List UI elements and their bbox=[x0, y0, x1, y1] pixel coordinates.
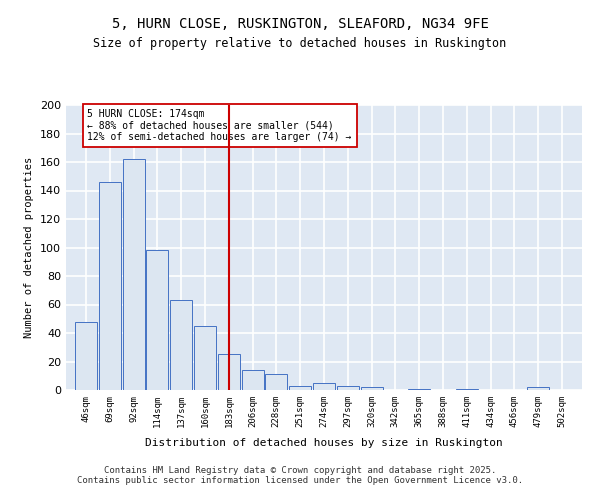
Bar bbox=[337, 386, 359, 390]
Bar bbox=[100, 182, 121, 390]
Bar bbox=[76, 322, 97, 390]
Bar bbox=[170, 300, 192, 390]
Y-axis label: Number of detached properties: Number of detached properties bbox=[25, 157, 34, 338]
Bar bbox=[313, 383, 335, 390]
Bar bbox=[218, 354, 240, 390]
Text: Distribution of detached houses by size in Ruskington: Distribution of detached houses by size … bbox=[145, 438, 503, 448]
Bar bbox=[265, 374, 287, 390]
Bar bbox=[242, 370, 264, 390]
Bar bbox=[408, 388, 430, 390]
Bar bbox=[289, 386, 311, 390]
Bar bbox=[146, 250, 168, 390]
Text: 5 HURN CLOSE: 174sqm
← 88% of detached houses are smaller (544)
12% of semi-deta: 5 HURN CLOSE: 174sqm ← 88% of detached h… bbox=[88, 110, 352, 142]
Bar bbox=[527, 387, 548, 390]
Bar bbox=[456, 388, 478, 390]
Bar bbox=[361, 387, 383, 390]
Text: Size of property relative to detached houses in Ruskington: Size of property relative to detached ho… bbox=[94, 38, 506, 51]
Bar bbox=[194, 326, 216, 390]
Text: 5, HURN CLOSE, RUSKINGTON, SLEAFORD, NG34 9FE: 5, HURN CLOSE, RUSKINGTON, SLEAFORD, NG3… bbox=[112, 18, 488, 32]
Text: Contains HM Land Registry data © Crown copyright and database right 2025.
Contai: Contains HM Land Registry data © Crown c… bbox=[77, 466, 523, 485]
Bar bbox=[124, 159, 145, 390]
